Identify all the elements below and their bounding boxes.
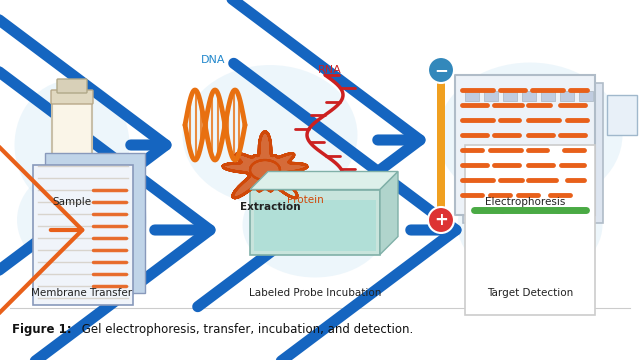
FancyBboxPatch shape	[607, 95, 637, 135]
Text: RNA: RNA	[318, 65, 342, 75]
Polygon shape	[250, 171, 398, 189]
FancyBboxPatch shape	[57, 79, 87, 93]
FancyBboxPatch shape	[463, 83, 603, 223]
FancyBboxPatch shape	[51, 90, 93, 104]
Ellipse shape	[15, 80, 129, 210]
Bar	[560, 91, 574, 101]
Text: DNA: DNA	[201, 55, 225, 65]
Bar	[579, 91, 593, 101]
Ellipse shape	[458, 170, 602, 280]
Text: Membrane Transfer: Membrane Transfer	[31, 288, 132, 298]
FancyBboxPatch shape	[455, 75, 595, 215]
Text: Target Detection: Target Detection	[487, 288, 573, 298]
Bar	[484, 91, 498, 101]
Bar	[522, 91, 536, 101]
Text: Sample: Sample	[52, 197, 92, 207]
Ellipse shape	[438, 63, 623, 207]
Text: Labeled Probe Incubation: Labeled Probe Incubation	[249, 288, 381, 298]
Text: Protein: Protein	[287, 195, 323, 205]
Bar	[437, 83, 445, 207]
Text: −: −	[434, 61, 448, 79]
Polygon shape	[45, 153, 145, 293]
Bar	[465, 91, 479, 101]
Text: Extraction: Extraction	[240, 202, 300, 212]
Polygon shape	[380, 171, 398, 255]
Bar	[503, 91, 517, 101]
Circle shape	[428, 207, 454, 233]
FancyBboxPatch shape	[254, 199, 376, 251]
Circle shape	[428, 57, 454, 83]
Ellipse shape	[243, 172, 387, 278]
FancyBboxPatch shape	[52, 98, 92, 177]
Polygon shape	[54, 175, 90, 220]
FancyBboxPatch shape	[465, 145, 595, 315]
Ellipse shape	[182, 65, 358, 205]
Polygon shape	[33, 165, 133, 305]
Text: Gel electrophoresis, transfer, incubation, and detection.: Gel electrophoresis, transfer, incubatio…	[78, 324, 413, 337]
Text: Electrophoresis: Electrophoresis	[485, 197, 565, 207]
Polygon shape	[223, 132, 307, 198]
Bar	[541, 91, 555, 101]
Text: Figure 1:: Figure 1:	[12, 324, 72, 337]
Polygon shape	[57, 177, 87, 215]
Text: +: +	[434, 211, 448, 229]
FancyBboxPatch shape	[250, 189, 380, 255]
Ellipse shape	[17, 165, 147, 275]
